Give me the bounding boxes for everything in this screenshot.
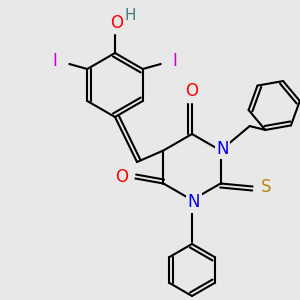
- Text: N: N: [188, 193, 200, 211]
- Text: O: O: [110, 14, 124, 32]
- Text: O: O: [185, 82, 199, 100]
- Text: O: O: [115, 167, 128, 185]
- Text: I: I: [53, 52, 58, 70]
- Text: S: S: [261, 178, 272, 196]
- Text: N: N: [216, 140, 229, 158]
- Text: H: H: [124, 8, 136, 23]
- Text: I: I: [172, 52, 177, 70]
